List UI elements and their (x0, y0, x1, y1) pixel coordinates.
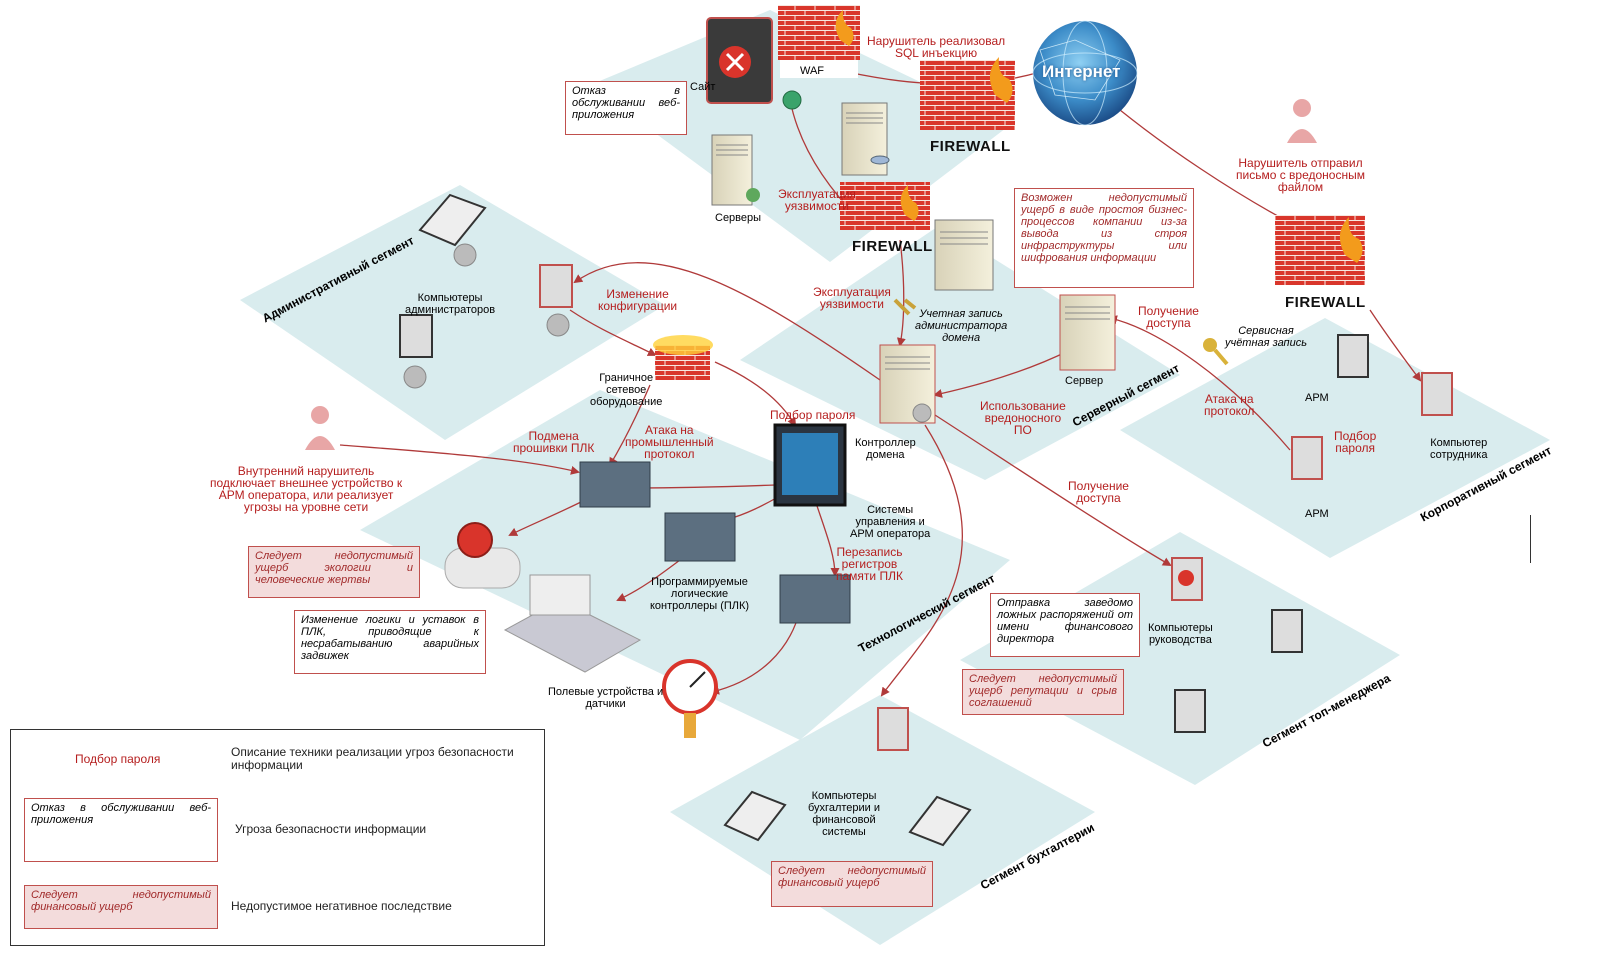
path-plc-valve (508, 499, 586, 536)
firewall-label: FIREWALL (852, 238, 933, 255)
path-mgmt-plc3 (814, 499, 840, 577)
admin-account-label: Учетная запись администратора домена (915, 308, 1008, 344)
corp-pcs-icon (1291, 334, 1453, 480)
management-pcs-label: Компьютеры руководства (1148, 622, 1213, 646)
firewall-icon (920, 57, 1015, 130)
technique-malware: Использование вредоносного ПО (980, 399, 1066, 437)
consequence-box: Возможен недопустимый ущерб в виде прост… (1014, 188, 1194, 288)
firewall-label: FIREWALL (930, 138, 1011, 155)
plc-icon (579, 461, 851, 624)
service-account-label: Сервисная учётная запись (1225, 325, 1308, 349)
admin-pcs-label: Компьютеры администраторов (405, 292, 496, 316)
gauge-icon (662, 659, 718, 738)
attacker-icon (305, 406, 335, 450)
waf-label: WAF (800, 65, 825, 77)
factory-icon (503, 574, 642, 673)
legend-threat-sample: Отказ в обслуживании веб-приложения (24, 798, 218, 862)
technique-email: Нарушитель отправил письмо с вредоносным… (1236, 156, 1365, 194)
legend-consequence-sample: Следует недопустимый финансовый ущерб (24, 885, 218, 929)
platform-corp (1120, 318, 1550, 558)
threat-box: Отправка заведомо ложных распоряжений от… (990, 593, 1140, 657)
server-icon (893, 219, 994, 316)
server-icon (711, 134, 760, 206)
employee-pc-label: Компьютер сотрудника (1430, 437, 1488, 461)
internet-globe (1032, 20, 1138, 126)
platform-tech (360, 390, 1010, 740)
server-label: Сервер (1065, 375, 1104, 387)
internet-label: Интернет (1042, 62, 1121, 81)
legend-threat-desc: Угроза безопасности информации (235, 822, 427, 836)
firewall-label: FIREWALL (1285, 294, 1366, 311)
path-internet-corpfw (1119, 109, 1286, 221)
border-equipment-icon (653, 335, 713, 380)
waf-icon (778, 5, 860, 78)
operator-screen-icon (773, 423, 847, 507)
path-border-plc (608, 384, 651, 467)
technique-exploit: Эксплуатация уязвимости (813, 285, 891, 311)
consequence-box: Следует недопустимый ущерб репутации и с… (962, 669, 1124, 715)
site-label: Сайт (690, 81, 716, 93)
attacker-icon (1287, 99, 1317, 143)
technique-password: Подбор пароля (1334, 429, 1377, 455)
technique-config-change: Изменение конфигурации (598, 287, 678, 313)
valve-icon (444, 522, 521, 589)
threat-box: Отказ в обслуживании веб-приложения (565, 81, 687, 135)
border-equipment-label: Граничное сетевое оборудование (590, 372, 663, 408)
platform-topmgr (960, 532, 1400, 785)
consequence-box: Следует недопустимый ущерб экологии и че… (248, 546, 420, 598)
path-plc2-factory (616, 559, 681, 602)
domain-controller-icon (879, 344, 936, 424)
legend: Подбор пароля Описание техники реализаци… (10, 729, 545, 946)
servers-label: Серверы (715, 212, 762, 224)
legend-technique-desc: Описание техники реализации угроз безопа… (231, 745, 514, 772)
path-dc-admin (573, 262, 881, 381)
server-icon (1059, 294, 1116, 371)
field-devices-label: Полевые устройства и датчики (548, 686, 664, 710)
domain-controller-label: Контроллер домена (855, 437, 916, 461)
site-icon (706, 17, 802, 110)
mgmt-pcs-icon (1171, 557, 1303, 733)
legend-consequence-desc: Недопустимое негативное последствие (231, 899, 452, 913)
technique-protocol-attack: Атака на протокол (1204, 392, 1255, 418)
path-border-mgmt (714, 361, 797, 427)
arm-label: АРМ (1305, 392, 1329, 404)
path-dc-accounting (880, 424, 964, 697)
path-firewall-dc (896, 239, 906, 347)
threat-box: Изменение логики и уставок в ПЛК, привод… (294, 610, 486, 674)
technique-industrial: Атака на промышленный протокол (625, 423, 714, 461)
platform-server (740, 225, 1180, 480)
technique-access: Получение доступа (1068, 479, 1129, 505)
path-admin-border (569, 309, 657, 356)
path-corpfw-pc (1369, 309, 1422, 382)
accounting-pcs-label: Компьютеры бухгалтерии и финансовой сист… (808, 790, 881, 838)
platform-accounting (670, 695, 1095, 945)
firewall-icon (840, 182, 930, 230)
technique-rewrite: Перезапись регистров памяти ПЛК (836, 545, 903, 583)
technique-password: Подбор пароля (770, 408, 856, 422)
technique-exploit: Эксплуатация уязвимости (778, 187, 856, 213)
path-corp-server (1108, 315, 1291, 451)
plc-label: Программируемые логические контроллеры (… (650, 576, 750, 612)
firewall-icon (1275, 215, 1365, 285)
platform-admin (240, 185, 665, 440)
consequence-box: Следует недопустимый финансовый ущерб (771, 861, 933, 907)
attack-paths (339, 65, 1422, 697)
accounting-pcs-icon (723, 707, 972, 847)
technique-insider: Внутренний нарушитель подключает внешнее… (210, 464, 403, 514)
segment-platforms (240, 10, 1550, 945)
arm-label: АРМ (1305, 508, 1329, 520)
admin-pcs-icon (399, 193, 573, 389)
path-insider-plc (339, 444, 580, 475)
path-server-dc (933, 349, 1071, 398)
legend-technique-sample: Подбор пароля (75, 752, 161, 766)
mgmt-systems-label: Системы управления и АРМ оператора (850, 504, 931, 540)
technique-sql: Нарушитель реализовал SQL инъекцию (867, 34, 1006, 60)
server-icon (841, 102, 890, 176)
divider (1530, 515, 1531, 563)
key-icon (1203, 338, 1229, 366)
technique-firmware: Подмена прошивки ПЛК (513, 429, 595, 455)
technique-access: Получение доступа (1138, 304, 1199, 330)
path-dc-mgmt-pcs (934, 414, 1172, 567)
